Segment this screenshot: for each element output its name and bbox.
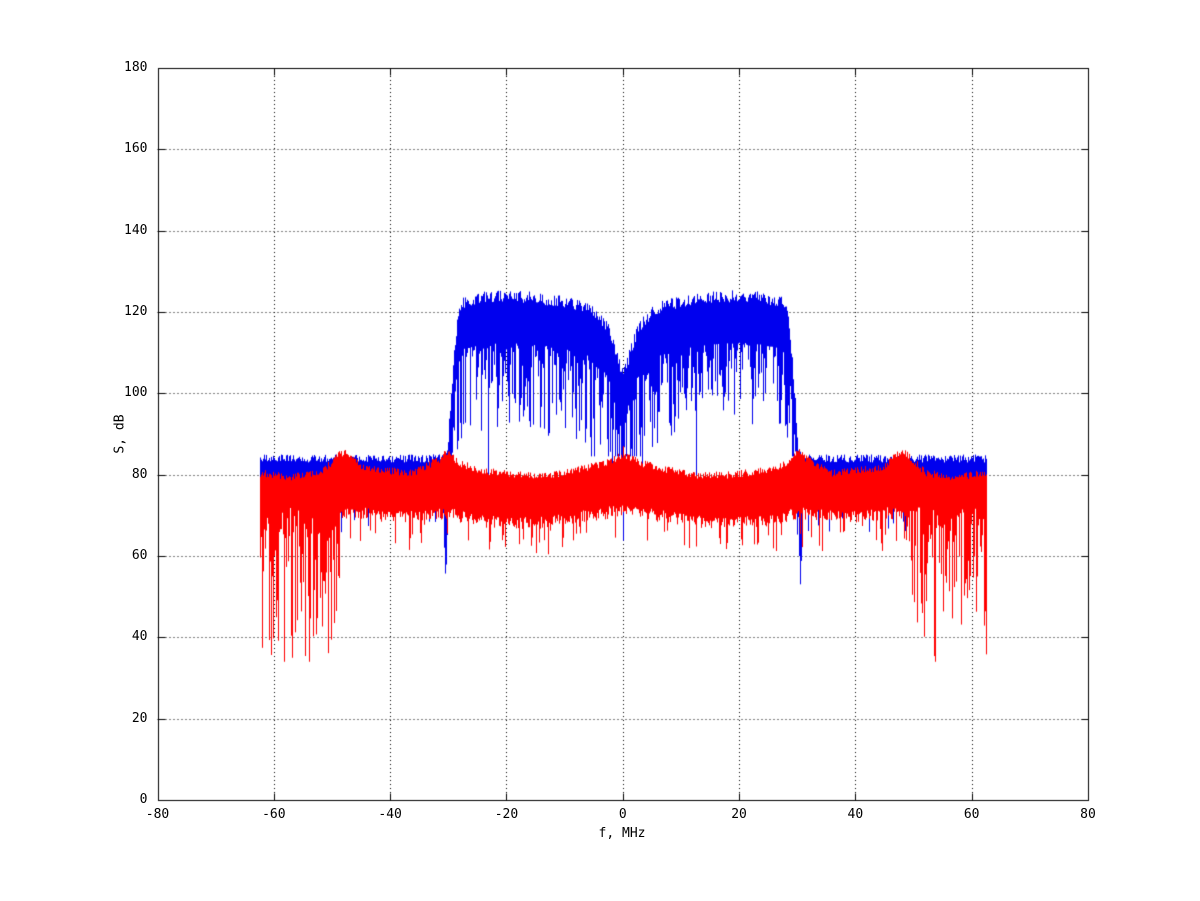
- y-tick-label: 20: [131, 710, 148, 726]
- y-tick-label: 0: [139, 792, 148, 807]
- y-tick-label: 40: [131, 629, 148, 645]
- x-tick-label: 60: [963, 807, 980, 822]
- x-tick-label: 20: [731, 807, 747, 822]
- y-tick-label: 80: [131, 466, 148, 482]
- y-tick-label: 120: [124, 304, 148, 319]
- x-tick-label: -20: [494, 807, 519, 822]
- x-tick-label: -80: [145, 807, 170, 822]
- y-tick-label: 140: [124, 222, 148, 238]
- x-axis-label: f, MHz: [598, 826, 646, 841]
- y-tick-label: 100: [124, 385, 148, 401]
- x-tick-label: 40: [847, 807, 864, 822]
- y-axis-label: S, dB: [112, 414, 128, 454]
- x-tick-label: -40: [378, 807, 402, 822]
- x-tick-label: 0: [618, 807, 627, 822]
- x-tick-label: 80: [1080, 807, 1096, 822]
- x-tick-label: -60: [262, 807, 286, 822]
- y-tick-label: 60: [131, 548, 148, 563]
- y-tick-label: 180: [124, 60, 148, 75]
- y-tick-label: 160: [124, 141, 148, 157]
